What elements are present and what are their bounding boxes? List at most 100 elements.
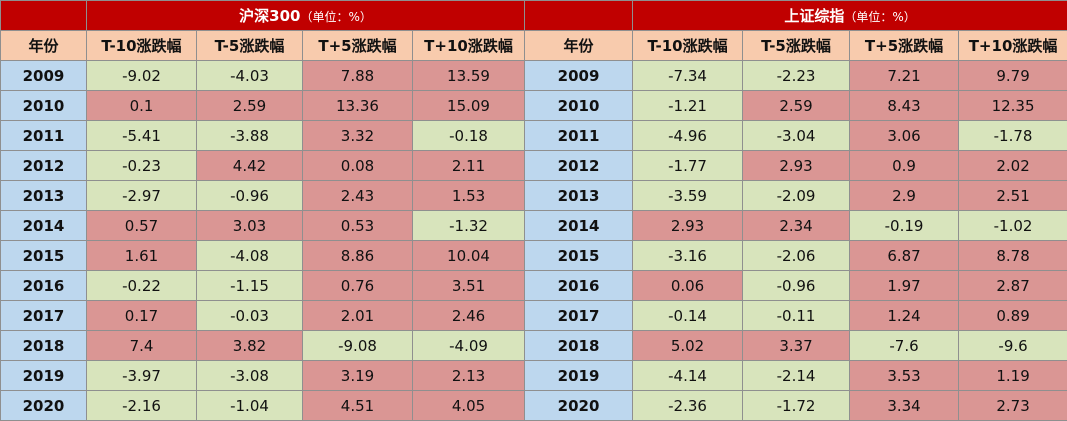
table-row: 2017 0.17 -0.03 2.01 2.46 2017 -0.14 -0.11 1.24 0… <box>0 300 1067 331</box>
year-cell: 2009 <box>0 60 87 91</box>
sh-value-cell: 1.24 <box>849 300 960 331</box>
sh-value-cell: -2.14 <box>742 360 851 391</box>
column-header: T+10涨跌幅 <box>958 30 1067 61</box>
hs300-value-cell: -3.88 <box>196 120 303 151</box>
hs300-value-cell: 0.53 <box>302 210 413 241</box>
sh-value-cell: -0.11 <box>742 300 851 331</box>
sh-value-cell: 3.34 <box>849 390 960 421</box>
year-cell: 2012 <box>524 150 634 181</box>
hs300-value-cell: 1.53 <box>411 180 526 211</box>
column-header: T-10涨跌幅 <box>86 30 197 61</box>
sh-value-cell: 3.06 <box>849 120 960 151</box>
hs300-value-cell: -4.09 <box>411 330 526 361</box>
sh-value-cell: -3.04 <box>742 120 851 151</box>
sh-value-cell: 2.34 <box>742 210 851 241</box>
hs300-value-cell: 3.51 <box>411 270 526 301</box>
sh-value-cell: -7.34 <box>632 60 744 91</box>
sh-value-cell: 8.43 <box>849 90 960 121</box>
sh-value-cell: -0.96 <box>742 270 851 301</box>
sh-value-cell: -2.23 <box>742 60 851 91</box>
group-unit: （单位：%） <box>844 10 916 24</box>
hs300-value-cell: -3.97 <box>86 360 197 391</box>
table-row: 2018 7.4 3.82 -9.08 -4.09 2018 5.02 3.37 -7.6 -9.… <box>0 330 1067 361</box>
hs300-value-cell: -2.97 <box>86 180 197 211</box>
sh-value-cell: 3.37 <box>742 330 851 361</box>
sh-value-cell: 12.35 <box>958 90 1067 121</box>
year-cell: 2014 <box>524 210 634 241</box>
year-cell: 2016 <box>524 270 634 301</box>
year-cell: 2013 <box>524 180 634 211</box>
year-cell: 2011 <box>0 120 87 151</box>
year-cell: 2010 <box>0 90 87 121</box>
sh-value-cell: -3.16 <box>632 240 744 271</box>
table-row: 2016 -0.22 -1.15 0.76 3.51 2016 0.06 -0.96 1.97 2… <box>0 270 1067 301</box>
year-cell: 2010 <box>524 90 634 121</box>
hs300-value-cell: 3.82 <box>196 330 303 361</box>
sh-value-cell: 2.9 <box>849 180 960 211</box>
table-row: 2012 -0.23 4.42 0.08 2.11 2012 -1.77 2.93 0.9 2.0… <box>0 150 1067 181</box>
group-title: 上证综指 <box>784 7 845 25</box>
sh-value-cell: 1.19 <box>958 360 1067 391</box>
hs300-value-cell: -0.22 <box>86 270 197 301</box>
table-row: 2015 1.61 -4.08 8.86 10.04 2015 -3.16 -2.06 6.87… <box>0 240 1067 271</box>
sh-value-cell: 2.93 <box>632 210 744 241</box>
hs300-value-cell: -0.23 <box>86 150 197 181</box>
hs300-value-cell: 8.86 <box>302 240 413 271</box>
table-row: 2013 -2.97 -0.96 2.43 1.53 2013 -3.59 -2.09 2.9 2… <box>0 180 1067 211</box>
column-header: T-5涨跌幅 <box>742 30 851 61</box>
column-header-row: 年份 T-10涨跌幅 T-5涨跌幅 T+5涨跌幅 T+10涨跌幅 年份 T-10… <box>0 30 1067 61</box>
column-header: 年份 <box>524 30 634 61</box>
hs300-value-cell: 3.03 <box>196 210 303 241</box>
sh-value-cell: -1.78 <box>958 120 1067 151</box>
hs300-value-cell: 2.11 <box>411 150 526 181</box>
column-header: T+5涨跌幅 <box>849 30 960 61</box>
sh-value-cell: 6.87 <box>849 240 960 271</box>
hs300-value-cell: 7.88 <box>302 60 413 91</box>
year-cell: 2019 <box>524 360 634 391</box>
hs300-value-cell: 2.43 <box>302 180 413 211</box>
sh-value-cell: -4.14 <box>632 360 744 391</box>
group-header-spacer <box>524 0 634 31</box>
table-row: 2020 -2.16 -1.04 4.51 4.05 2020 -2.36 -1.72 3.34… <box>0 390 1067 421</box>
hs300-value-cell: 2.59 <box>196 90 303 121</box>
year-cell: 2020 <box>0 390 87 421</box>
group-header-spacer <box>0 0 87 31</box>
hs300-value-cell: -1.15 <box>196 270 303 301</box>
column-header: T-10涨跌幅 <box>632 30 744 61</box>
hs300-value-cell: 3.19 <box>302 360 413 391</box>
hs300-value-cell: 2.01 <box>302 300 413 331</box>
sh-value-cell: -1.21 <box>632 90 744 121</box>
sh-value-cell: 0.89 <box>958 300 1067 331</box>
sh-value-cell: -1.02 <box>958 210 1067 241</box>
sh-value-cell: 2.51 <box>958 180 1067 211</box>
year-cell: 2014 <box>0 210 87 241</box>
hs300-value-cell: -9.08 <box>302 330 413 361</box>
hs300-value-cell: 13.59 <box>411 60 526 91</box>
sh-value-cell: 8.78 <box>958 240 1067 271</box>
sh-value-cell: 2.87 <box>958 270 1067 301</box>
table-body: 2009 -9.02 -4.03 7.88 13.59 2009 -7.34 -2.23 7.2… <box>0 60 1067 421</box>
year-cell: 2012 <box>0 150 87 181</box>
table-row: 2009 -9.02 -4.03 7.88 13.59 2009 -7.34 -2.23 7.2… <box>0 60 1067 91</box>
sh-value-cell: -4.96 <box>632 120 744 151</box>
hs300-value-cell: 1.61 <box>86 240 197 271</box>
table-row: 2011 -5.41 -3.88 3.32 -0.18 2011 -4.96 -3.04 3.0… <box>0 120 1067 151</box>
hs300-value-cell: 4.51 <box>302 390 413 421</box>
sh-value-cell: -3.59 <box>632 180 744 211</box>
sh-value-cell: -7.6 <box>849 330 960 361</box>
hs300-value-cell: 13.36 <box>302 90 413 121</box>
sh-value-cell: -2.36 <box>632 390 744 421</box>
sh-value-cell: 3.53 <box>849 360 960 391</box>
table-row: 2019 -3.97 -3.08 3.19 2.13 2019 -4.14 -2.14 3.53… <box>0 360 1067 391</box>
year-cell: 2017 <box>524 300 634 331</box>
group-header-sh: 上证综指（单位：%） <box>632 0 1067 31</box>
sh-value-cell: 0.9 <box>849 150 960 181</box>
year-cell: 2013 <box>0 180 87 211</box>
sh-value-cell: 2.73 <box>958 390 1067 421</box>
hs300-value-cell: 0.76 <box>302 270 413 301</box>
group-header-row: 沪深300（单位：%） 上证综指（单位：%） <box>0 0 1067 31</box>
hs300-value-cell: 10.04 <box>411 240 526 271</box>
year-cell: 2018 <box>0 330 87 361</box>
column-header: T+5涨跌幅 <box>302 30 413 61</box>
sh-value-cell: 0.06 <box>632 270 744 301</box>
